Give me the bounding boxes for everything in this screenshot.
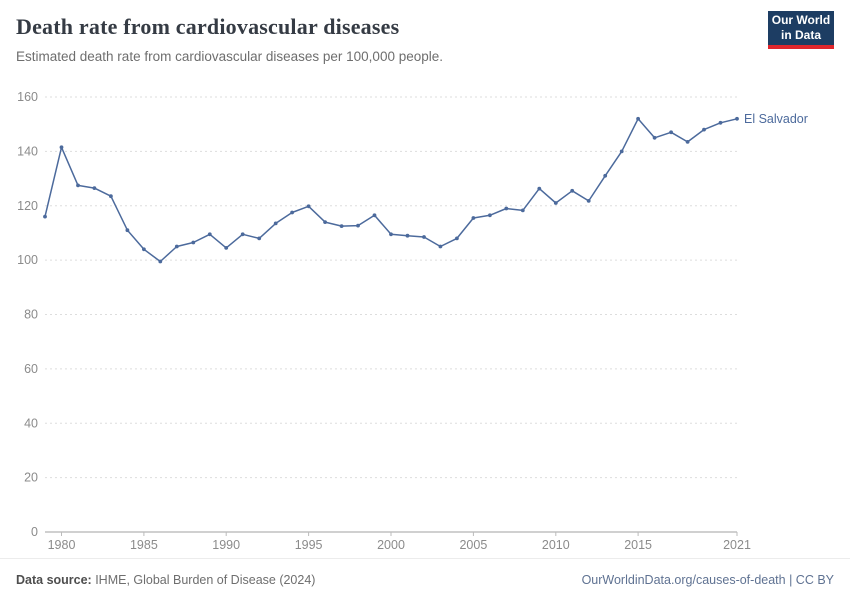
y-tick-label: 40 (24, 416, 38, 430)
data-point (619, 149, 624, 154)
data-line (44, 118, 738, 263)
data-point (735, 116, 739, 121)
data-point (273, 221, 278, 226)
data-point (603, 173, 608, 178)
y-tick-label: 20 (24, 471, 38, 485)
x-tick-label: 2010 (542, 538, 570, 552)
y-tick-label: 80 (24, 308, 38, 322)
data-point (422, 235, 426, 239)
data-source-note: Data source: IHME, Global Burden of Dise… (16, 573, 315, 587)
series-label: El Salvador (744, 112, 808, 126)
data-point (471, 216, 476, 220)
data-point (191, 240, 196, 245)
data-point (389, 232, 393, 237)
data-point (109, 194, 113, 199)
data-point (685, 140, 690, 144)
chart-subtitle: Estimated death rate from cardiovascular… (16, 49, 443, 64)
data-point (92, 186, 97, 191)
x-tick-label: 1995 (295, 538, 323, 552)
x-tick-label: 1980 (48, 538, 76, 552)
y-tick-label: 160 (17, 90, 38, 104)
data-point (438, 244, 443, 249)
x-tick-label: 2000 (377, 538, 405, 552)
x-tick-label: 1990 (212, 538, 240, 552)
data-point (306, 204, 311, 209)
data-point (520, 208, 525, 213)
y-tick-label: 140 (17, 144, 38, 158)
data-point (504, 206, 509, 211)
data-point (537, 186, 542, 191)
data-point (586, 199, 591, 203)
license-link[interactable]: OurWorldinData.org/causes-of-death | CC … (581, 572, 834, 587)
data-point (174, 244, 179, 249)
data-point (240, 232, 245, 237)
data-point (339, 224, 344, 229)
y-tick-label: 60 (24, 362, 38, 376)
chart-footer: Data source: IHME, Global Burden of Dise… (0, 558, 850, 600)
x-tick-label: 2005 (459, 538, 487, 552)
owid-logo-line1: Our World (771, 13, 831, 27)
x-tick-label: 2015 (624, 538, 652, 552)
data-point (455, 236, 459, 241)
data-point (488, 213, 492, 218)
data-point (356, 223, 360, 228)
data-point (405, 233, 410, 238)
data-point (224, 246, 229, 250)
data-point (43, 214, 47, 219)
data-point (76, 183, 80, 188)
data-point (570, 188, 575, 193)
x-tick-label: 2021 (723, 538, 751, 552)
x-tick-label: 1985 (130, 538, 158, 552)
data-source-text: IHME, Global Burden of Disease (2024) (91, 572, 316, 587)
data-point (323, 220, 327, 225)
data-point (669, 130, 673, 135)
y-tick-label: 120 (17, 199, 38, 213)
owid-logo-line2: in Data (780, 28, 821, 42)
data-point (718, 120, 723, 125)
data-point (59, 145, 64, 150)
page-title: Death rate from cardiovascular diseases (16, 14, 400, 39)
y-tick-label: 100 (17, 253, 38, 267)
data-point (158, 259, 163, 264)
data-point (290, 210, 294, 215)
data-point (702, 127, 706, 132)
data-point (372, 213, 377, 218)
data-point (125, 228, 130, 233)
data-point (257, 236, 262, 241)
data-point (207, 232, 212, 237)
y-tick-label: 0 (31, 525, 38, 539)
owid-logo[interactable]: Our World in Data (768, 11, 834, 49)
chart-header: Death rate from cardiovascular diseases … (16, 14, 750, 64)
data-source-label: Data source: (16, 572, 92, 587)
data-point (142, 247, 146, 252)
data-point (652, 135, 657, 140)
data-point (553, 201, 558, 205)
data-point (636, 116, 640, 121)
